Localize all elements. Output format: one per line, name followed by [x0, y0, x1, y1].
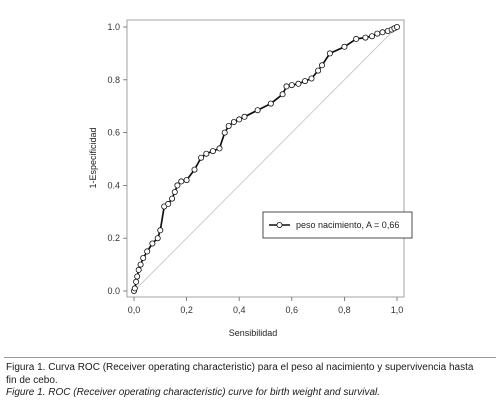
roc-point — [341, 43, 348, 50]
roc-point — [169, 195, 176, 202]
roc-point — [178, 178, 185, 185]
roc-point — [393, 23, 400, 30]
x-tick-label: 1,0 — [391, 305, 404, 315]
roc-point — [308, 75, 315, 82]
roc-point — [198, 154, 205, 161]
roc-point — [149, 240, 156, 247]
roc-point — [183, 177, 190, 184]
y-tick-label: 0.2 — [107, 233, 120, 243]
roc-point — [283, 83, 290, 90]
caption-divider — [4, 357, 496, 358]
figure-panel: 0,0 0.0 0,2 0.2 0,4 0.4 0,6 0.6 0,8 0.8 1,0 1.0 Sen… — [88, 19, 413, 338]
roc-point — [191, 166, 198, 173]
roc-point — [362, 34, 369, 41]
y-tick-label: 1.0 — [107, 22, 120, 32]
roc-point — [165, 200, 172, 207]
x-tick-label: 0,8 — [338, 305, 351, 315]
roc-point — [203, 150, 210, 157]
roc-point — [254, 107, 261, 114]
roc-point — [353, 35, 360, 42]
roc-point — [379, 29, 386, 36]
roc-chart: 0,0 0.0 0,2 0.2 0,4 0.4 0,6 0.6 0,8 0.8 1,0 1.0 Sen… — [88, 19, 413, 338]
axis-ticks-layer — [123, 26, 398, 301]
x-tick-label: 0,0 — [128, 305, 141, 315]
roc-point — [374, 30, 381, 37]
roc-point — [157, 227, 164, 234]
roc-point — [368, 33, 375, 40]
tick-labels-layer: 0,0 0.0 0,2 0.2 0,4 0.4 0,6 0.6 0,8 0.8 1,0 1.0 — [107, 22, 403, 315]
roc-point — [135, 266, 142, 273]
roc-point — [241, 113, 248, 120]
roc-point — [326, 50, 333, 57]
roc-point — [267, 100, 274, 107]
roc-point — [140, 254, 147, 261]
roc-point — [131, 285, 138, 292]
figure-caption: Figura 1. Curva ROC (Receiver operating … — [6, 362, 496, 400]
roc-point — [137, 261, 144, 268]
reference-line-layer — [133, 26, 398, 292]
roc-point — [209, 148, 216, 155]
roc-point — [154, 235, 161, 242]
roc-point — [133, 278, 140, 285]
roc-point — [279, 91, 286, 98]
y-tick-label: 0.6 — [107, 128, 120, 138]
x-axis-title: Sensibilidad — [229, 328, 278, 338]
legend: peso nacimiento, A = 0,66 — [262, 211, 413, 239]
roc-point — [134, 273, 141, 280]
roc-point — [221, 129, 228, 136]
roc-point — [171, 188, 178, 195]
reference-diagonal-line — [133, 26, 398, 292]
caption-english: Figure 1. ROC (Receiver operating charac… — [6, 387, 381, 398]
roc-point — [288, 82, 295, 89]
roc-point — [236, 116, 243, 123]
x-tick-label: 0,4 — [233, 305, 246, 315]
series-layer — [130, 23, 400, 294]
y-tick-label: 0.8 — [107, 75, 120, 85]
roc-point — [216, 145, 223, 152]
legend-marker — [276, 221, 283, 228]
y-tick-label: 0.4 — [107, 180, 120, 190]
y-tick-label: 0.0 — [107, 286, 120, 296]
roc-point — [315, 67, 322, 74]
roc-point — [301, 78, 308, 85]
roc-point — [225, 123, 232, 130]
roc-point — [174, 182, 181, 189]
x-tick-label: 0,2 — [180, 305, 193, 315]
y-axis-title: 1-Especificidad — [88, 127, 98, 188]
roc-point — [295, 80, 302, 87]
x-tick-label: 0,6 — [286, 305, 299, 315]
caption-spanish-line1: Figura 1. Curva ROC (Receiver operating … — [6, 362, 474, 373]
roc-point — [230, 119, 237, 126]
roc-point — [318, 62, 325, 69]
roc-point — [144, 248, 151, 255]
caption-spanish-line2: fin de cebo. — [6, 374, 58, 386]
plot-frame — [126, 19, 405, 298]
legend-label: peso nacimiento, A = 0,66 — [296, 220, 399, 230]
